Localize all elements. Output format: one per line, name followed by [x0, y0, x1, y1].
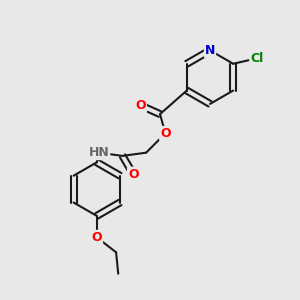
- Text: O: O: [128, 168, 139, 181]
- Text: HN: HN: [88, 146, 109, 159]
- Text: O: O: [160, 127, 171, 140]
- Text: Cl: Cl: [250, 52, 263, 65]
- Text: O: O: [135, 99, 146, 112]
- Text: O: O: [92, 231, 102, 244]
- Text: N: N: [205, 44, 215, 57]
